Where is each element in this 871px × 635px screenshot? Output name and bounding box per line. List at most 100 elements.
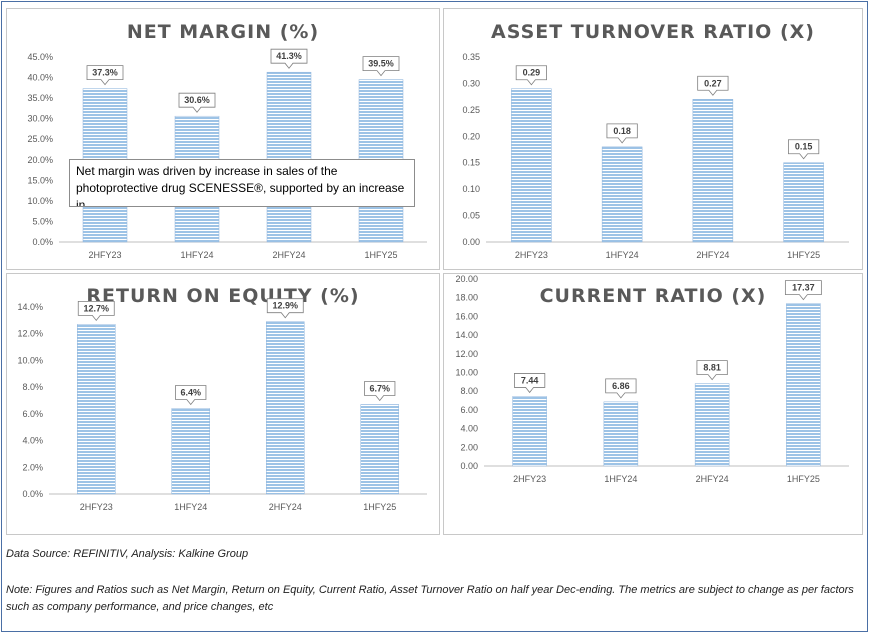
data-label: 6.86 (612, 381, 630, 391)
bar (171, 408, 210, 495)
x-tick-label: 2HFY24 (269, 502, 302, 512)
y-tick-label: 0.0% (22, 489, 43, 499)
data-label: 12.7% (83, 303, 109, 313)
net-margin-annotation: Net margin was driven by increase in sal… (69, 159, 415, 207)
data-label: 41.3% (276, 51, 302, 61)
y-tick-label: 2.0% (22, 462, 43, 472)
y-tick-label: 2.00 (460, 442, 478, 452)
bar (266, 71, 312, 243)
y-tick-label: 6.0% (22, 409, 43, 419)
y-tick-label: 16.00 (455, 311, 478, 321)
x-tick-label: 2HFY24 (272, 250, 305, 260)
data-label: 6.4% (180, 388, 201, 398)
y-tick-label: 18.00 (455, 293, 478, 303)
y-tick-label: 0.20 (462, 131, 480, 141)
y-tick-label: 5.0% (32, 216, 53, 226)
data-label: 17.37 (792, 283, 815, 293)
y-tick-label: 0.0% (32, 237, 53, 247)
y-tick-label: 0.05 (462, 211, 480, 221)
asset-turnover-chart: 0.00 0.05 0.10 0.15 0.20 0.25 0.30 0.35 2HFY23 0.… (462, 52, 849, 260)
x-tick-label: 1HFY25 (787, 250, 820, 260)
footnote-text: Note: Figures and Ratios such as Net Mar… (6, 584, 854, 613)
bar (77, 324, 116, 495)
y-tick-label: 10.00 (455, 368, 478, 378)
data-label-callout (266, 298, 304, 319)
data-source-text: Data Source: REFINITIV, Analysis: Kalkin… (6, 548, 249, 560)
data-label: 6.7% (369, 384, 390, 394)
bar (603, 401, 639, 467)
x-tick-label: 2HFY23 (88, 250, 121, 260)
current-ratio-title: CURRENT RATIO (X) (539, 285, 767, 307)
x-tick-label: 1HFY25 (364, 250, 397, 260)
net-margin-panel: NET MARGIN (%) 0.0% 5.0% 10.0% 15.0% 20.0% 25… (6, 8, 440, 270)
data-label-callout (696, 360, 728, 381)
bar (360, 404, 399, 495)
roe-chart: 0.0% 2.0% 4.0% 6.0% 8.0% 10.0% 12.0% 14.0% 2HFY2… (17, 298, 427, 512)
data-label-callout (77, 300, 115, 322)
bar (786, 303, 821, 467)
y-tick-label: 14.0% (17, 302, 43, 312)
data-label: 0.18 (613, 126, 631, 136)
data-label: 7.44 (521, 375, 539, 385)
x-tick-label: 1HFY24 (180, 250, 213, 260)
y-tick-label: 14.00 (455, 330, 478, 340)
y-tick-label: 20.0% (27, 155, 53, 165)
net-margin-chart: 0.0% 5.0% 10.0% 15.0% 20.0% 25.0% 30.0% 35.0% 40… (27, 48, 427, 260)
bar (783, 162, 824, 243)
data-label-callout (514, 373, 546, 394)
y-tick-label: 4.0% (22, 436, 43, 446)
y-tick-label: 12.00 (455, 349, 478, 359)
data-label-callout (270, 48, 308, 69)
bar (692, 99, 734, 243)
y-tick-label: 0.10 (462, 184, 480, 194)
data-label-callout (362, 56, 400, 77)
y-tick-label: 8.00 (460, 386, 478, 396)
x-tick-label: 1HFY24 (604, 474, 637, 484)
net-margin-title: NET MARGIN (%) (126, 21, 320, 43)
bar (511, 88, 552, 243)
data-label: 30.6% (184, 95, 210, 105)
data-label-callout (364, 381, 396, 402)
roe-panel: RETURN ON EQUITY (%) 0.0% 2.0% 4.0% 6.0% 8.0… (6, 273, 440, 535)
bar (601, 146, 643, 243)
bar (512, 396, 547, 467)
x-tick-label: 2HFY23 (513, 474, 546, 484)
y-tick-label: 35.0% (27, 93, 53, 103)
y-tick-label: 10.0% (27, 196, 53, 206)
y-tick-label: 4.00 (460, 424, 478, 434)
y-tick-label: 10.0% (17, 355, 43, 365)
y-tick-label: 20.00 (455, 274, 478, 284)
data-label: 37.3% (92, 68, 118, 78)
bar (266, 321, 305, 495)
data-label-callout (784, 280, 822, 301)
data-label-callout (697, 75, 729, 96)
y-tick-label: 12.0% (17, 329, 43, 339)
data-label: 39.5% (368, 59, 394, 69)
data-label: 0.29 (523, 68, 541, 78)
data-label-callout (515, 65, 547, 86)
current-ratio-panel: CURRENT RATIO (X) 0.00 2.00 4.00 6.00 8.00 10… (443, 273, 863, 535)
x-tick-label: 2HFY24 (696, 250, 729, 260)
y-tick-label: 0.25 (462, 105, 480, 115)
data-label: 0.27 (704, 78, 722, 88)
asset-turnover-panel: ASSET TURNOVER RATIO (X) 0.00 0.05 0.10 0.1… (443, 8, 863, 270)
data-label-callout (86, 65, 124, 86)
x-tick-label: 1HFY24 (174, 502, 207, 512)
data-label-callout (605, 378, 637, 399)
y-tick-label: 0.00 (462, 237, 480, 247)
y-tick-label: 8.0% (22, 382, 43, 392)
y-tick-label: 15.0% (27, 175, 53, 185)
data-label-callout (178, 92, 216, 113)
data-label: 0.15 (795, 142, 813, 152)
x-tick-label: 2HFY23 (80, 502, 113, 512)
x-tick-label: 2HFY24 (696, 474, 729, 484)
data-label-callout (788, 139, 820, 160)
y-tick-label: 0.35 (462, 52, 480, 62)
data-label-callout (606, 123, 638, 144)
x-tick-label: 1HFY24 (606, 250, 639, 260)
x-tick-label: 1HFY25 (787, 474, 820, 484)
y-tick-label: 0.30 (462, 78, 480, 88)
data-label-callout (175, 385, 207, 406)
data-label: 8.81 (703, 363, 721, 373)
